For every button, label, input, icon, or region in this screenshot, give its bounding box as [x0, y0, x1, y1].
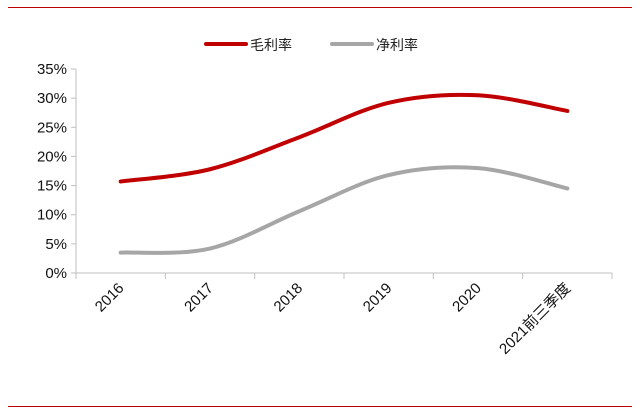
y-tick-label: 35%	[37, 61, 67, 78]
axes: 0% 5% 10% 15% 20% 25% 30% 35% 2016 2017 2018 2019 20…	[37, 61, 613, 358]
legend-label-net-margin: 净利率	[376, 37, 418, 54]
x-tick-label: 2021前三季度	[496, 280, 574, 358]
bottom-rule	[8, 406, 632, 407]
legend: 毛利率 净利率	[204, 37, 418, 54]
series-line-net-margin	[118, 165, 570, 255]
series-layer	[118, 92, 570, 255]
x-tick-label: 2020	[449, 280, 485, 316]
series-line-gross-margin	[118, 92, 570, 184]
x-tick-label: 2017	[181, 280, 217, 316]
y-tick-label: 30%	[37, 90, 67, 107]
y-tick-label: 15%	[37, 178, 67, 195]
y-tick-label: 5%	[45, 236, 67, 253]
top-rule	[8, 7, 632, 8]
y-tick-label: 10%	[37, 207, 67, 224]
legend-label-gross-margin: 毛利率	[250, 37, 292, 54]
x-tick-label: 2019	[360, 280, 396, 316]
x-tick-label: 2018	[271, 280, 307, 316]
y-tick-label: 0%	[45, 265, 67, 282]
y-tick-label: 20%	[37, 148, 67, 165]
y-tick-label: 25%	[37, 119, 67, 136]
x-tick-label: 2016	[92, 280, 128, 316]
